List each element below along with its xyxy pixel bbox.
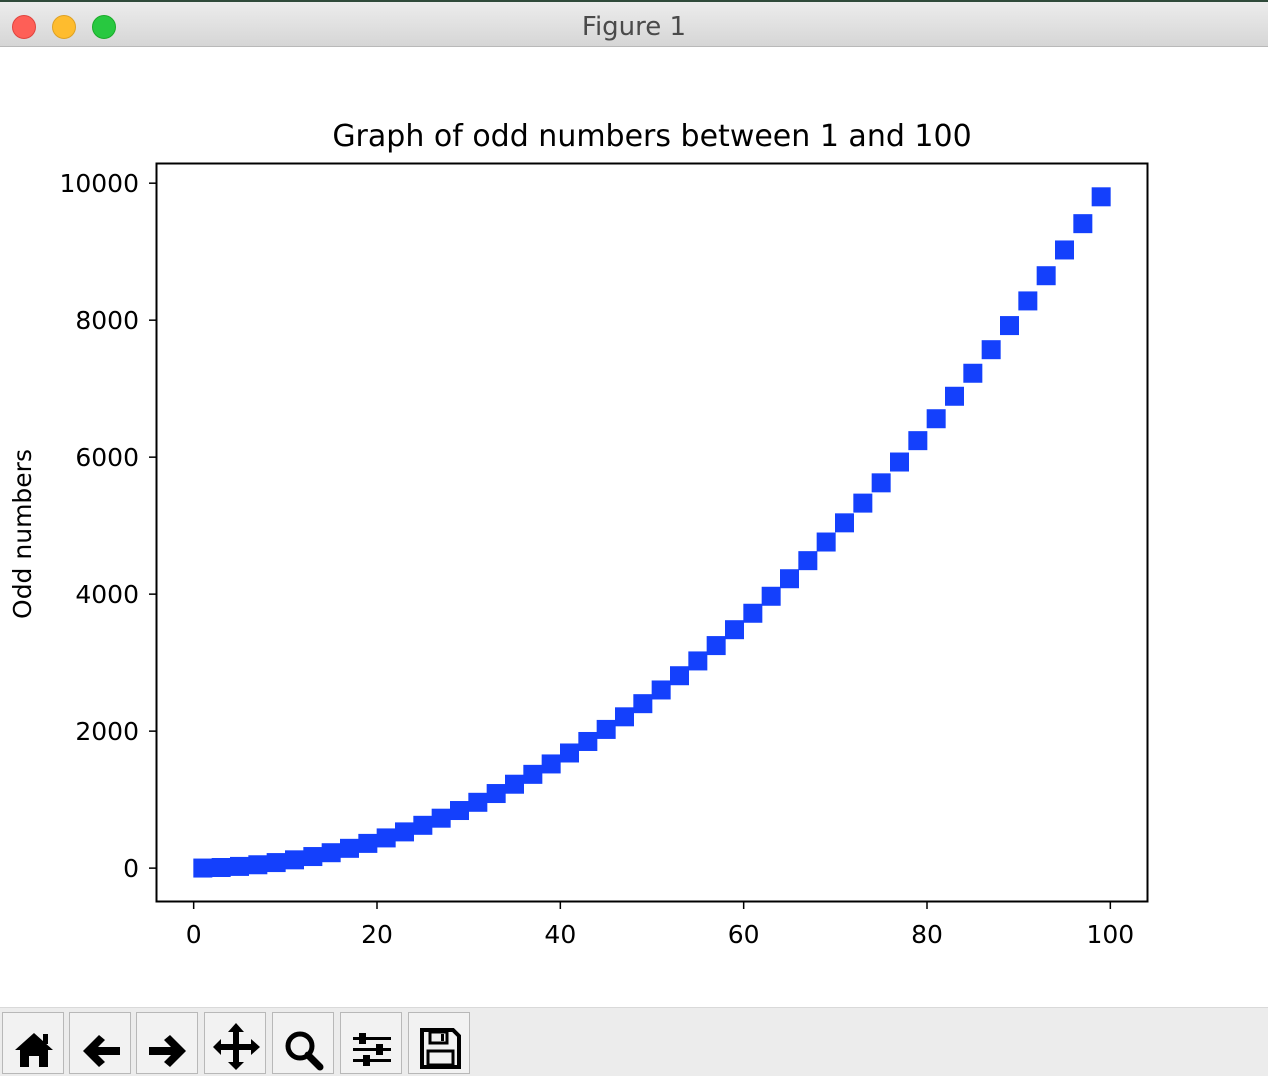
x-tick-label: 100 — [1086, 920, 1134, 949]
y-tick-label: 4000 — [75, 580, 139, 609]
data-point — [798, 551, 818, 571]
y-tick-label: 6000 — [75, 443, 139, 472]
data-point — [926, 409, 946, 429]
data-point — [761, 586, 781, 606]
data-point — [340, 838, 359, 858]
y-axis-label: Odd numbers — [8, 449, 37, 619]
back-button[interactable] — [69, 1012, 131, 1074]
axes: 0 20 40 60 80 100 0 2000 4000 6000 8000 10000 — [59, 169, 1134, 949]
data-point — [505, 774, 524, 794]
x-tick-label: 40 — [544, 920, 576, 949]
data-point — [945, 386, 964, 406]
arrow-right-icon — [149, 1035, 186, 1067]
x-tick-label: 0 — [186, 920, 202, 949]
data-point — [486, 784, 506, 804]
data-point — [1091, 187, 1111, 207]
y-tick-label: 2000 — [75, 717, 139, 746]
data-point — [541, 754, 561, 774]
data-point — [248, 855, 268, 875]
data-point — [321, 843, 341, 863]
chart-figure: Graph of odd numbers between 1 and 100 O… — [8, 119, 1149, 949]
data-point — [596, 719, 616, 739]
y-tick-label: 10000 — [59, 169, 139, 198]
navigation-toolbar — [0, 1007, 1268, 1076]
x-tick-label: 20 — [361, 920, 393, 949]
data-point — [615, 707, 634, 727]
window-titlebar: Figure 1 — [0, 0, 1268, 47]
data-point — [450, 801, 469, 821]
forward-button[interactable] — [136, 1012, 198, 1074]
sliders-icon — [353, 1033, 391, 1066]
y-tick-label: 8000 — [75, 306, 139, 335]
data-point — [285, 850, 304, 870]
data-point — [706, 636, 726, 656]
data-point — [1055, 240, 1074, 260]
close-window-button[interactable] — [12, 15, 36, 39]
data-point — [871, 473, 891, 493]
data-point — [835, 513, 854, 533]
data-markers — [193, 187, 1111, 878]
zoom-button[interactable] — [272, 1012, 334, 1074]
data-point — [303, 847, 323, 867]
configure-subplots-button[interactable] — [340, 1012, 402, 1074]
data-point — [1073, 214, 1093, 234]
x-tick-label: 60 — [728, 920, 760, 949]
data-point — [1036, 266, 1056, 286]
data-point — [780, 569, 799, 589]
data-point — [468, 792, 488, 812]
data-point — [670, 666, 689, 686]
data-point — [193, 858, 213, 878]
pan-button[interactable] — [204, 1012, 266, 1074]
data-point — [413, 815, 433, 835]
data-point — [211, 858, 231, 878]
data-point — [890, 452, 909, 472]
x-tick-label: 80 — [911, 920, 943, 949]
data-point — [816, 532, 836, 552]
move-icon — [213, 1023, 260, 1070]
data-point — [266, 853, 286, 873]
data-point — [523, 764, 543, 784]
data-point — [578, 731, 598, 751]
data-point — [725, 620, 744, 640]
data-point — [395, 822, 414, 842]
data-point — [651, 680, 671, 700]
data-point — [853, 493, 873, 513]
magnifier-icon — [285, 1031, 324, 1071]
data-point — [560, 743, 579, 763]
arrow-left-icon — [83, 1035, 120, 1067]
data-point — [358, 833, 378, 853]
data-point — [376, 828, 396, 848]
data-point — [230, 856, 249, 876]
data-point — [688, 651, 708, 671]
data-point — [981, 340, 1001, 360]
minimize-window-button[interactable] — [52, 15, 76, 39]
data-point — [1000, 316, 1019, 336]
home-icon — [15, 1033, 53, 1067]
plot-frame — [155, 162, 1149, 903]
maximize-window-button[interactable] — [92, 15, 116, 39]
data-point — [908, 431, 928, 451]
floppy-disk-icon — [420, 1028, 461, 1069]
data-point — [743, 603, 763, 623]
data-point — [431, 808, 451, 828]
home-button[interactable] — [2, 1012, 64, 1074]
data-point — [1018, 291, 1038, 311]
save-button[interactable] — [408, 1012, 470, 1074]
data-point — [633, 694, 653, 714]
y-tick-label: 0 — [123, 854, 139, 883]
window-title: Figure 1 — [581, 12, 687, 42]
chart-title: Graph of odd numbers between 1 and 100 — [332, 119, 971, 154]
data-point — [963, 363, 983, 383]
